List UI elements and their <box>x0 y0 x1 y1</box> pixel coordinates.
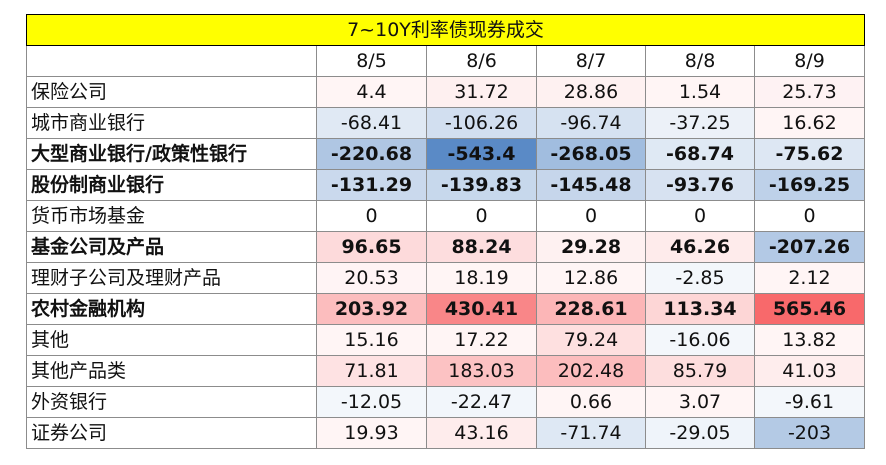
table-row: 基金公司及产品 96.65 88.24 29.28 46.26 -207.26 <box>26 231 865 263</box>
value-cell: -207.26 <box>754 231 865 263</box>
value-cell: 4.4 <box>316 76 427 108</box>
value-cell: 29.28 <box>536 231 646 263</box>
table-row: 其他 15.16 17.22 79.24 -16.06 13.82 <box>26 324 865 356</box>
value-cell: -543.4 <box>426 138 537 170</box>
table-row: 股份制商业银行 -131.29 -139.83 -145.48 -93.76 -169.2… <box>26 169 865 201</box>
value-cell: 28.86 <box>536 76 646 108</box>
header-row: 8/5 8/6 8/7 8/8 8/9 <box>26 45 865 77</box>
value-cell: 79.24 <box>536 324 646 356</box>
row-label: 其他 <box>26 324 317 356</box>
date-header: 8/9 <box>754 45 865 77</box>
value-cell: -139.83 <box>426 169 537 201</box>
table-row: 证券公司 19.93 43.16 -71.74 -29.05 -203 <box>26 417 865 449</box>
value-cell: -106.26 <box>426 107 537 139</box>
value-cell: 17.22 <box>426 324 537 356</box>
value-cell: 183.03 <box>426 355 537 387</box>
value-cell: -37.25 <box>645 107 755 139</box>
table-title: 7~10Y利率债现券成交 <box>26 14 865 46</box>
value-cell: 12.86 <box>536 262 646 294</box>
table-row: 理财子公司及理财产品 20.53 18.19 12.86 -2.85 2.12 <box>26 262 865 294</box>
table-row: 大型商业银行/政策性银行 -220.68 -543.4 -268.05 -68.74 -7… <box>26 138 865 170</box>
table-row: 其他产品类 71.81 183.03 202.48 85.79 41.03 <box>26 355 865 387</box>
value-cell: -12.05 <box>316 386 427 418</box>
value-cell: 0 <box>316 200 427 232</box>
value-cell: 96.65 <box>316 231 427 263</box>
value-cell: 0 <box>645 200 755 232</box>
value-cell: 71.81 <box>316 355 427 387</box>
table-body: 保险公司 4.4 31.72 28.86 1.54 25.73 城市商业银行 -68.41 -1… <box>26 76 865 449</box>
value-cell: 203.92 <box>316 293 427 325</box>
value-cell: 2.12 <box>754 262 865 294</box>
row-label: 理财子公司及理财产品 <box>26 262 317 294</box>
value-cell: -131.29 <box>316 169 427 201</box>
value-cell: -93.76 <box>645 169 755 201</box>
date-header: 8/7 <box>536 45 646 77</box>
value-cell: 565.46 <box>754 293 865 325</box>
value-cell: 0 <box>426 200 537 232</box>
value-cell: 25.73 <box>754 76 865 108</box>
value-cell: 43.16 <box>426 417 537 449</box>
value-cell: -268.05 <box>536 138 646 170</box>
row-label: 基金公司及产品 <box>26 231 317 263</box>
table-row: 农村金融机构 203.92 430.41 228.61 113.34 565.46 <box>26 293 865 325</box>
value-cell: 41.03 <box>754 355 865 387</box>
row-label: 外资银行 <box>26 386 317 418</box>
value-cell: 46.26 <box>645 231 755 263</box>
table-row: 货币市场基金 0 0 0 0 0 <box>26 200 865 232</box>
value-cell: 228.61 <box>536 293 646 325</box>
value-cell: 0.66 <box>536 386 646 418</box>
table-row: 城市商业银行 -68.41 -106.26 -96.74 -37.25 16.62 <box>26 107 865 139</box>
row-label: 证券公司 <box>26 417 317 449</box>
corner-cell <box>26 45 317 77</box>
value-cell: -68.41 <box>316 107 427 139</box>
value-cell: 1.54 <box>645 76 755 108</box>
value-cell: -145.48 <box>536 169 646 201</box>
title-row: 7~10Y利率债现券成交 <box>26 14 865 46</box>
value-cell: 19.93 <box>316 417 427 449</box>
value-cell: 85.79 <box>645 355 755 387</box>
row-label: 城市商业银行 <box>26 107 317 139</box>
row-label: 保险公司 <box>26 76 317 108</box>
value-cell: -220.68 <box>316 138 427 170</box>
value-cell: -75.62 <box>754 138 865 170</box>
row-label: 大型商业银行/政策性银行 <box>26 138 317 170</box>
row-label: 农村金融机构 <box>26 293 317 325</box>
row-label: 股份制商业银行 <box>26 169 317 201</box>
row-label: 其他产品类 <box>26 355 317 387</box>
value-cell: 202.48 <box>536 355 646 387</box>
value-cell: -71.74 <box>536 417 646 449</box>
value-cell: -96.74 <box>536 107 646 139</box>
value-cell: 3.07 <box>645 386 755 418</box>
value-cell: 88.24 <box>426 231 537 263</box>
date-header: 8/6 <box>426 45 537 77</box>
value-cell: 20.53 <box>316 262 427 294</box>
value-cell: 31.72 <box>426 76 537 108</box>
date-header: 8/5 <box>316 45 427 77</box>
value-cell: -169.25 <box>754 169 865 201</box>
date-header: 8/8 <box>645 45 755 77</box>
table-row: 外资银行 -12.05 -22.47 0.66 3.07 -9.61 <box>26 386 865 418</box>
value-cell: -68.74 <box>645 138 755 170</box>
row-label: 货币市场基金 <box>26 200 317 232</box>
value-cell: 15.16 <box>316 324 427 356</box>
value-cell: 18.19 <box>426 262 537 294</box>
value-cell: -16.06 <box>645 324 755 356</box>
value-cell: 430.41 <box>426 293 537 325</box>
value-cell: -9.61 <box>754 386 865 418</box>
value-cell: 0 <box>754 200 865 232</box>
value-cell: 0 <box>536 200 646 232</box>
value-cell: -2.85 <box>645 262 755 294</box>
value-cell: 113.34 <box>645 293 755 325</box>
value-cell: -203 <box>754 417 865 449</box>
value-cell: 13.82 <box>754 324 865 356</box>
value-cell: -22.47 <box>426 386 537 418</box>
table-row: 保险公司 4.4 31.72 28.86 1.54 25.73 <box>26 76 865 108</box>
trade-table: 7~10Y利率债现券成交 8/5 8/6 8/7 8/8 8/9 保险公司 4.4… <box>26 14 865 449</box>
value-cell: -29.05 <box>645 417 755 449</box>
value-cell: 16.62 <box>754 107 865 139</box>
